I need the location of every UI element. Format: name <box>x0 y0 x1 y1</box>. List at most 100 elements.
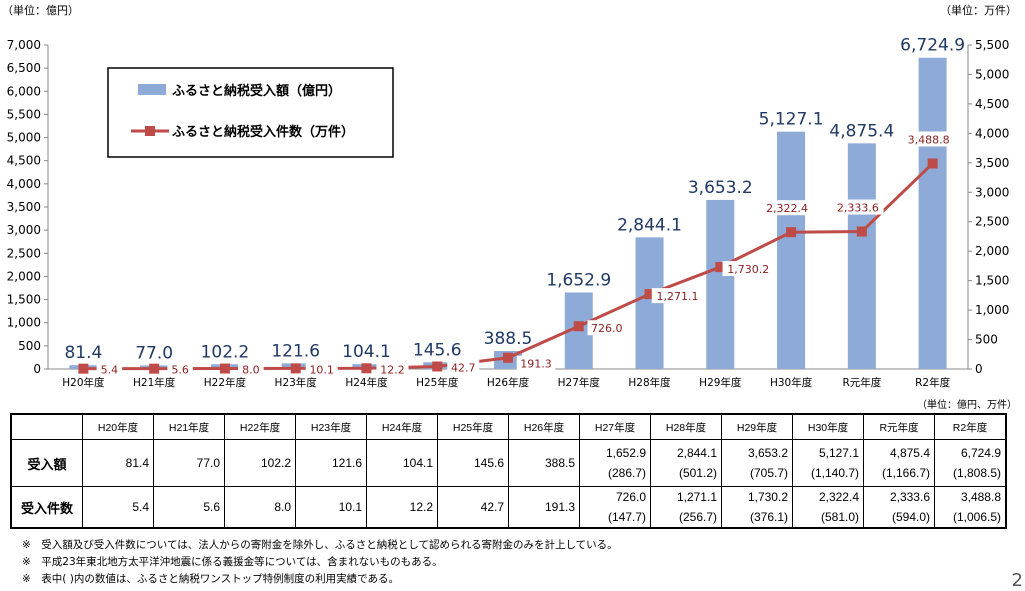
left-tick-label: 0 <box>33 362 41 376</box>
cell-value: 2,322.4 <box>818 490 859 504</box>
left-tick-label: 2,000 <box>7 269 41 283</box>
line-label-bg <box>651 288 704 304</box>
right-tick-label: 1,000 <box>975 303 1009 317</box>
line-marker <box>786 227 797 238</box>
x-tick-label: H20年度 <box>62 376 105 389</box>
line-marker <box>432 361 443 372</box>
table-header: H27年度 <box>579 413 651 440</box>
bar <box>847 143 876 369</box>
x-tick-label: H22年度 <box>204 376 247 389</box>
table-cell: 2,844.1 (501.2) <box>650 439 722 487</box>
table-cell: 6,724.9 (1,808.5) <box>934 439 1007 487</box>
table-cell: 121.6 <box>295 439 367 487</box>
legend-box <box>107 67 394 158</box>
cell-value: 121.6 <box>331 456 362 470</box>
line-label-bg <box>96 361 123 377</box>
bar-label: 145.6 <box>413 340 462 360</box>
x-tick-label: H28年度 <box>628 376 671 389</box>
bar <box>777 131 806 369</box>
cell-onestop-value: (376.1) <box>749 510 788 524</box>
cell-value: 102.2 <box>260 456 291 470</box>
cell-value: 12.2 <box>409 500 433 514</box>
right-tick-label: 3,000 <box>975 185 1009 199</box>
bar <box>706 199 735 369</box>
table-cell: 12.2 <box>366 486 438 529</box>
left-axis-unit: （単位：億円） <box>2 4 79 17</box>
table-row: 受入額 81.4 77.0 102.2 121.6 104.1 145.6 388.5 1,65… <box>10 439 1007 487</box>
right-tick-label: 2,500 <box>975 215 1009 229</box>
bar-label: 388.5 <box>484 329 533 349</box>
bar-label: 2,844.1 <box>617 215 682 235</box>
cell-onestop-value: (286.7) <box>607 466 646 480</box>
line-label: 10.1 <box>309 363 334 376</box>
cell-value: 5,127.1 <box>818 446 859 460</box>
table-cell: 2,333.6 (594.0) <box>863 486 935 529</box>
cell-value: 4,875.4 <box>889 446 930 460</box>
table-cell: 5.6 <box>153 486 225 529</box>
x-tick-label: H23年度 <box>275 376 318 389</box>
line-label-bg <box>722 261 775 277</box>
line-marker <box>856 226 867 237</box>
line-label: 1,730.2 <box>727 263 769 276</box>
cell-value: 2,333.6 <box>889 490 930 504</box>
cell-value: 104.1 <box>402 456 433 470</box>
cell-value: 3,488.8 <box>960 490 1001 504</box>
x-tick-label: H26年度 <box>487 376 530 389</box>
table-corner <box>10 413 83 440</box>
table-header: H22年度 <box>224 413 296 440</box>
table-header: H26年度 <box>508 413 580 440</box>
right-tick-label: 5,000 <box>975 67 1009 81</box>
right-tick-label: 3,500 <box>975 156 1009 170</box>
bar-label: 4,875.4 <box>829 121 894 141</box>
cell-onestop-value: (1,166.7) <box>881 466 930 480</box>
line-marker <box>219 363 230 374</box>
table-header: R2年度 <box>934 413 1007 440</box>
page-number: 2 <box>1011 570 1023 591</box>
x-tick-label: H27年度 <box>558 376 601 389</box>
bar-label: 121.6 <box>271 341 320 361</box>
line-marker <box>573 321 584 332</box>
line-label: 8.0 <box>242 364 260 377</box>
table-cell: 4,875.4 (1,166.7) <box>863 439 935 487</box>
line-label: 1,271.1 <box>657 290 699 303</box>
table-cell: 102.2 <box>224 439 296 487</box>
left-tick-label: 1,000 <box>7 316 41 330</box>
x-tick-label: R2年度 <box>915 376 950 389</box>
bar <box>635 237 664 369</box>
line-label: 3,488.8 <box>908 133 950 146</box>
x-tick-label: H30年度 <box>770 376 813 389</box>
line-marker <box>715 262 726 273</box>
row-header: 受入額 <box>10 439 83 487</box>
table-cell: 8.0 <box>224 486 296 529</box>
cell-onestop-value: (1,808.5) <box>952 466 1001 480</box>
bar-label: 5,127.1 <box>759 110 824 130</box>
line-marker <box>361 363 372 374</box>
table-header: H28年度 <box>650 413 722 440</box>
cell-onestop-value: (501.2) <box>678 466 717 480</box>
x-tick-label: R元年度 <box>842 376 881 389</box>
cell-value: 5.4 <box>132 500 149 514</box>
left-tick-label: 2,500 <box>7 246 41 260</box>
table-cell: 3,653.2 (705.7) <box>721 439 793 487</box>
cell-onestop-value: (594.0) <box>891 510 930 524</box>
table-header: H23年度 <box>295 413 367 440</box>
line-marker <box>78 363 89 374</box>
cell-value: 42.7 <box>480 500 504 514</box>
line-marker <box>644 289 655 300</box>
line-marker <box>503 352 513 363</box>
x-tick-label: H21年度 <box>133 376 176 389</box>
cell-value: 388.5 <box>544 456 575 470</box>
right-tick-label: 1,500 <box>975 274 1009 288</box>
footnotes: ※ 受入額及び受入件数については、法人からの寄附金を除外し、ふるさと納税として認… <box>22 537 618 588</box>
legend-line-label: ふるさと納税受入件数（万件） <box>172 124 354 140</box>
left-tick-label: 3,500 <box>7 200 41 214</box>
left-tick-label: 1,500 <box>7 293 41 307</box>
right-tick-label: 500 <box>975 333 998 347</box>
line-marker <box>149 363 160 374</box>
right-tick-label: 2,000 <box>975 244 1009 258</box>
right-axis-unit: （単位：万件） <box>940 4 1017 17</box>
legend-bar-swatch <box>138 84 166 95</box>
data-table: H20年度 H21年度 H22年度 H23年度 H24年度 H25年度 H26年度 H27年度… <box>10 413 1007 529</box>
cell-value: 1,730.2 <box>747 490 788 504</box>
legend-line-marker <box>145 126 155 136</box>
